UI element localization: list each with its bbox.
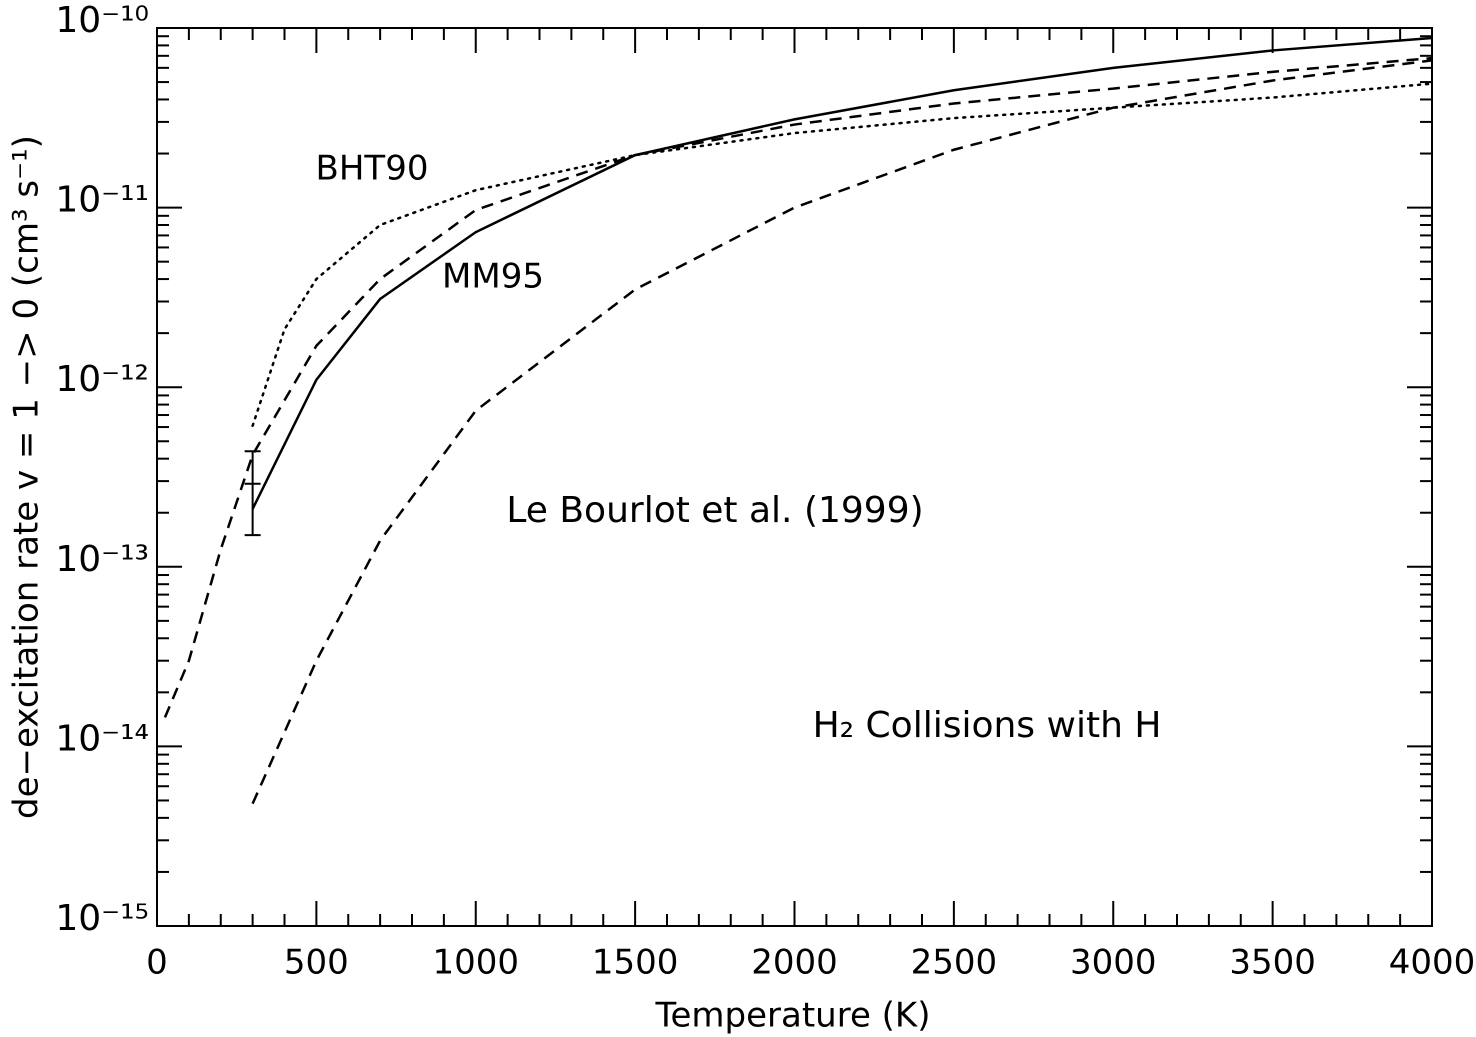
y-tick-label: 10⁻¹³	[55, 539, 149, 580]
y-axis-label: de−excitation rate v = 1 −> 0 (cm³ s⁻¹)	[7, 135, 47, 819]
x-tick-label: 2500	[911, 943, 998, 983]
x-tick-label: 4000	[1389, 943, 1476, 983]
y-tick-label: 10⁻¹⁴	[55, 718, 149, 759]
x-tick-label: 2000	[751, 943, 838, 983]
series-label: MM95	[442, 257, 544, 297]
line-series	[163, 56, 1433, 718]
y-tick-label: 10⁻¹²	[55, 359, 149, 400]
y-tick-label: 10⁻¹⁰	[55, 0, 149, 41]
line-series	[251, 82, 1434, 428]
x-tick-label: 3000	[1070, 943, 1157, 983]
x-tick-label: 0	[146, 943, 168, 983]
series-label: BHT90	[316, 149, 429, 189]
x-tick-label: 1000	[432, 943, 519, 983]
y-tick-label: 10⁻¹¹	[55, 180, 149, 221]
annotation: Le Bourlot et al. (1999)	[506, 490, 923, 531]
annotation: H₂ Collisions with H	[813, 705, 1162, 746]
line-series	[251, 36, 1433, 510]
y-tick-label: 10⁻¹⁵	[55, 898, 149, 939]
line-series	[251, 59, 1433, 805]
x-tick-label: 500	[284, 943, 349, 983]
x-axis-label: Temperature (K)	[654, 996, 930, 1036]
x-tick-label: 1500	[592, 943, 679, 983]
x-tick-label: 3500	[1229, 943, 1316, 983]
